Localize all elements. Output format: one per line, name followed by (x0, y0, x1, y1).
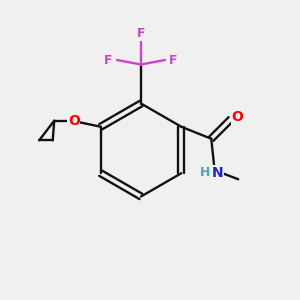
Text: N: N (212, 166, 223, 180)
Text: O: O (68, 114, 80, 128)
Text: F: F (169, 53, 178, 67)
Text: F: F (137, 27, 145, 40)
Text: O: O (231, 110, 243, 124)
Text: H: H (200, 166, 210, 179)
Text: F: F (104, 53, 113, 67)
